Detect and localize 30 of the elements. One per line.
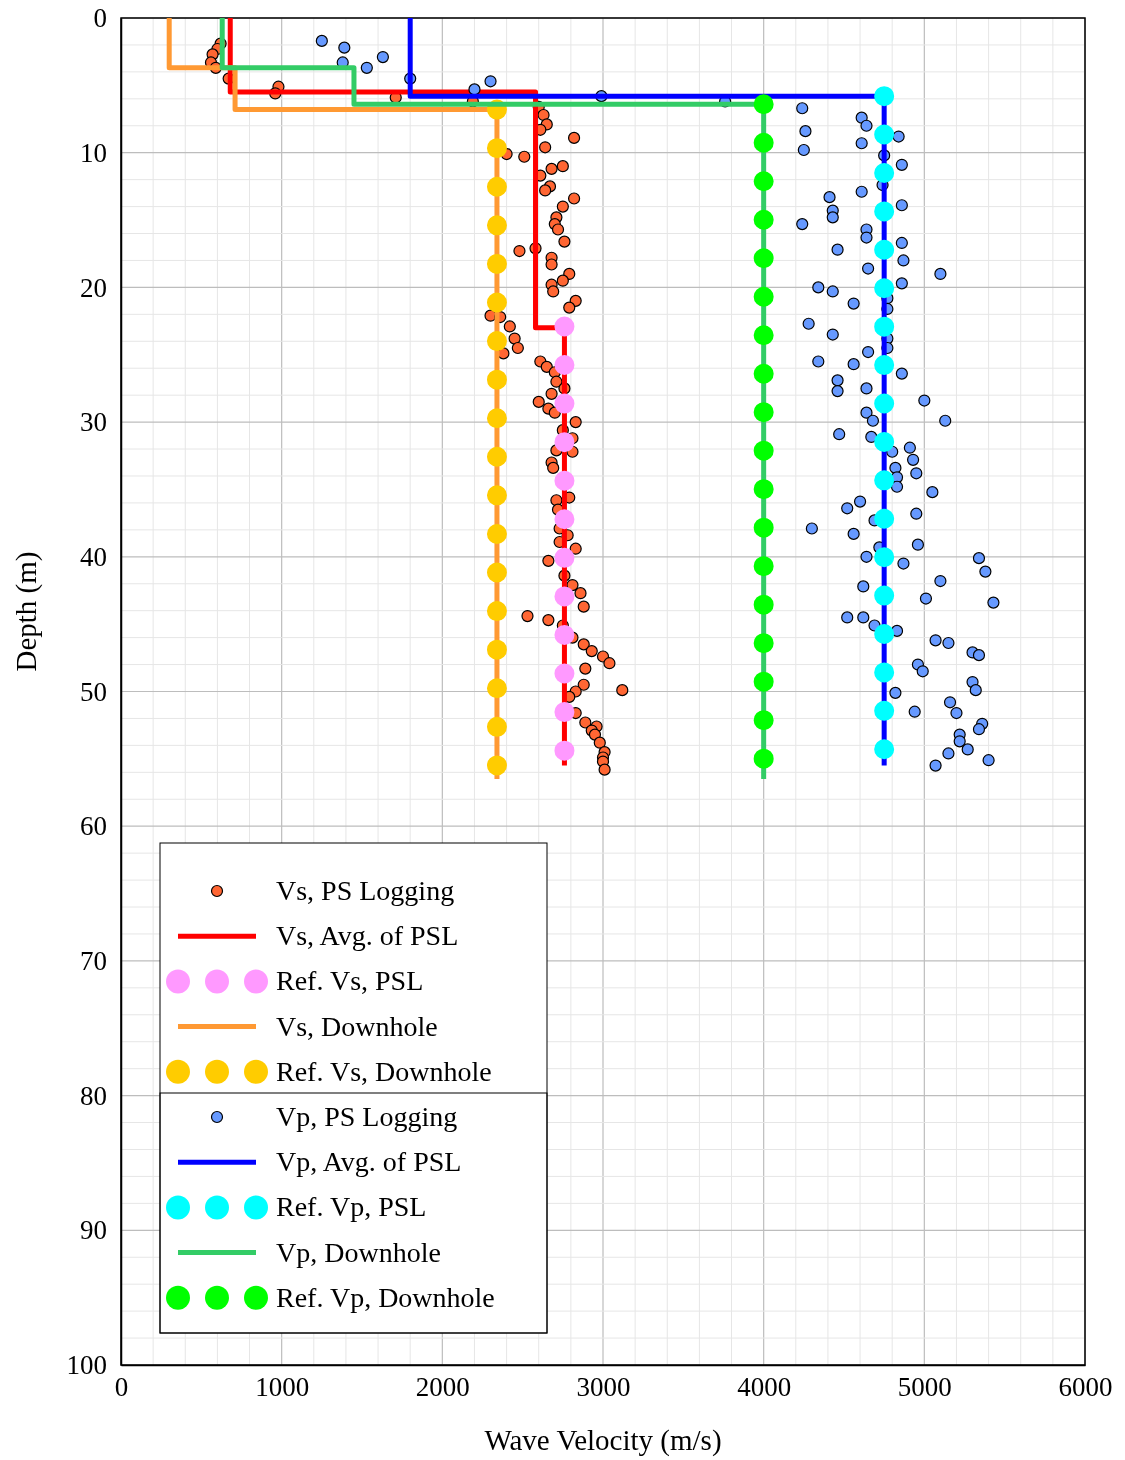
x-tick-label: 3000 [576, 1372, 631, 1403]
y-tick-label: 60 [80, 811, 107, 842]
x-tick-label: 2000 [415, 1372, 470, 1403]
x-tick-label: 6000 [1058, 1372, 1113, 1403]
y-tick-label: 90 [80, 1215, 107, 1246]
y-axis-title: Depth (m) [10, 551, 43, 672]
x-tick-label: 1000 [255, 1372, 310, 1403]
legend-label: Vs, PS Logging [276, 875, 455, 906]
x-tick-label: 4000 [737, 1372, 792, 1403]
y-tick-label: 40 [80, 541, 107, 572]
legend-label: Ref. Vp, PSL [276, 1191, 427, 1223]
legend-label: Vp, Downhole [276, 1236, 441, 1268]
y-tick-label: 100 [66, 1350, 107, 1381]
y-tick-label: 10 [80, 137, 107, 168]
legend-label: Ref. Vs, PSL [276, 965, 424, 997]
x-axis-title: Wave Velocity (m/s) [484, 1424, 722, 1457]
x-tick-label: 5000 [897, 1372, 952, 1403]
legend-label: Vp, PS Logging [276, 1101, 458, 1132]
y-tick-label: 20 [80, 272, 107, 303]
y-tick-label: 30 [80, 407, 107, 438]
y-tick-label: 80 [80, 1080, 107, 1111]
legend-label: Vs, Avg. of PSL [276, 920, 459, 952]
y-tick-label: 0 [93, 3, 107, 34]
x-tick-label: 0 [114, 1372, 129, 1403]
y-tick-label: 50 [80, 676, 107, 707]
legend-label: Ref. Vp, Downhole [276, 1281, 495, 1313]
legend-label: Vs, Downhole [276, 1010, 438, 1042]
legend-label: Ref. Vs, Downhole [276, 1055, 492, 1087]
legend-label: Vp, Avg. of PSL [276, 1146, 462, 1178]
y-tick-label: 70 [80, 946, 107, 977]
